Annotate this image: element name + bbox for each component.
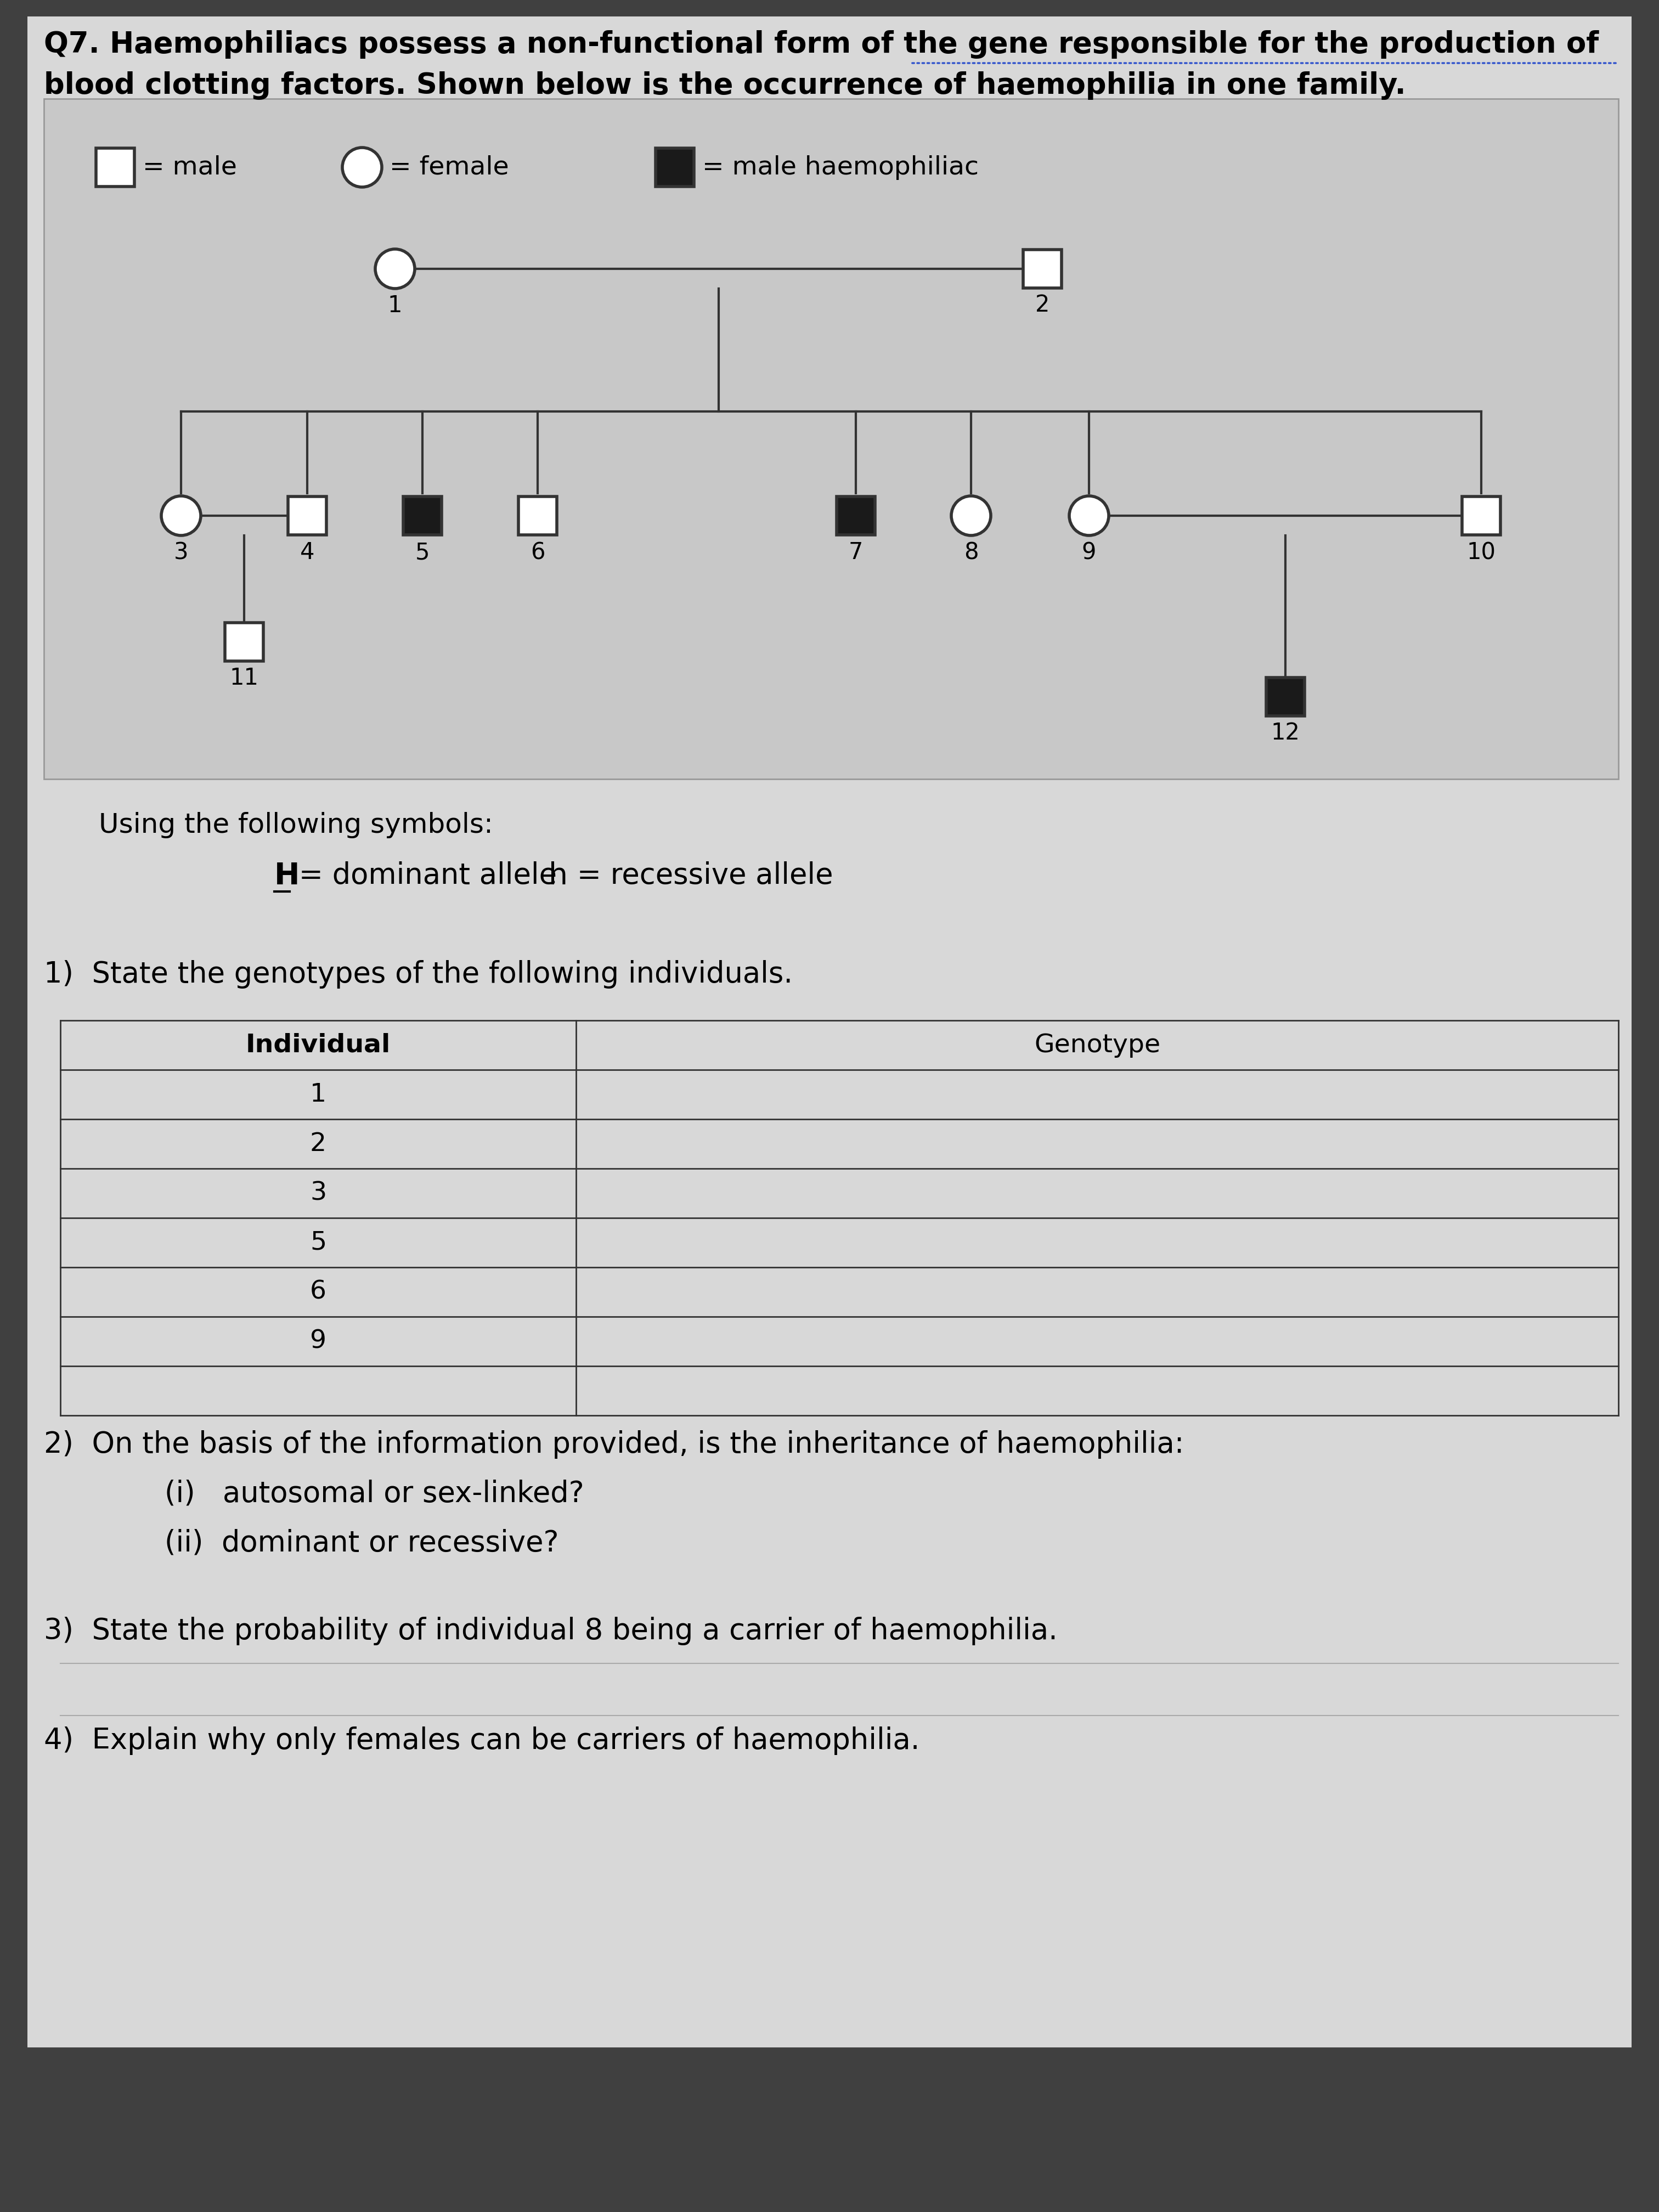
Text: 9: 9 [1082, 542, 1097, 564]
Text: 5: 5 [415, 542, 430, 564]
Text: Genotype: Genotype [1034, 1033, 1160, 1057]
Text: = female: = female [390, 155, 509, 179]
Text: = male: = male [143, 155, 237, 179]
Bar [836, 495, 874, 535]
Bar [1266, 677, 1304, 717]
Text: 9: 9 [310, 1329, 327, 1354]
Text: 6: 6 [531, 542, 544, 564]
Text: 4)  Explain why only females can be carriers of haemophilia.: 4) Explain why only females can be carri… [43, 1728, 919, 1754]
Bar [43, 100, 1619, 779]
Bar [655, 148, 693, 186]
Bar [518, 495, 557, 535]
Text: Using the following symbols:: Using the following symbols: [100, 812, 493, 838]
Text: 2)  On the basis of the information provided, is the inheritance of haemophilia:: 2) On the basis of the information provi… [43, 1431, 1185, 1458]
Text: 4: 4 [300, 542, 315, 564]
Circle shape [951, 495, 990, 535]
Bar [289, 495, 327, 535]
Circle shape [1070, 495, 1108, 535]
Text: = recessive allele: = recessive allele [567, 860, 833, 889]
Text: Q7. Haemophiliacs possess a non-functional form of the gene responsible for the : Q7. Haemophiliacs possess a non-function… [43, 31, 1599, 60]
Text: = dominant allele: = dominant allele [290, 860, 557, 889]
Text: 12: 12 [1271, 721, 1299, 745]
Bar [226, 622, 264, 661]
Text: 6: 6 [310, 1279, 327, 1305]
Circle shape [161, 495, 201, 535]
Bar [1462, 495, 1500, 535]
Text: 1)  State the genotypes of the following individuals.: 1) State the genotypes of the following … [43, 960, 793, 989]
Text: 5: 5 [310, 1230, 327, 1254]
Circle shape [375, 250, 415, 288]
Bar [96, 148, 134, 186]
Bar [403, 495, 441, 535]
Text: 3)  State the probability of individual 8 being a carrier of haemophilia.: 3) State the probability of individual 8… [43, 1617, 1058, 1646]
Text: 3: 3 [174, 542, 189, 564]
Text: 10: 10 [1467, 542, 1496, 564]
Text: 8: 8 [964, 542, 979, 564]
Text: = male haemophiliac: = male haemophiliac [702, 155, 979, 179]
Text: (ii)  dominant or recessive?: (ii) dominant or recessive? [164, 1528, 559, 1557]
Text: h: h [549, 860, 567, 891]
Text: 2: 2 [1035, 294, 1050, 316]
Text: 7: 7 [849, 542, 863, 564]
Text: (i)   autosomal or sex-linked?: (i) autosomal or sex-linked? [164, 1480, 584, 1509]
Text: 1: 1 [388, 294, 401, 316]
Text: 11: 11 [229, 666, 259, 690]
Text: 3: 3 [310, 1181, 327, 1206]
Bar [1024, 250, 1062, 288]
Text: Individual: Individual [246, 1033, 390, 1057]
Circle shape [342, 148, 382, 188]
Text: H: H [274, 860, 300, 891]
Text: 1: 1 [310, 1082, 327, 1106]
Text: blood clotting factors. Shown below is the occurrence of haemophilia in one fami: blood clotting factors. Shown below is t… [43, 71, 1405, 100]
Text: 2: 2 [310, 1133, 327, 1157]
